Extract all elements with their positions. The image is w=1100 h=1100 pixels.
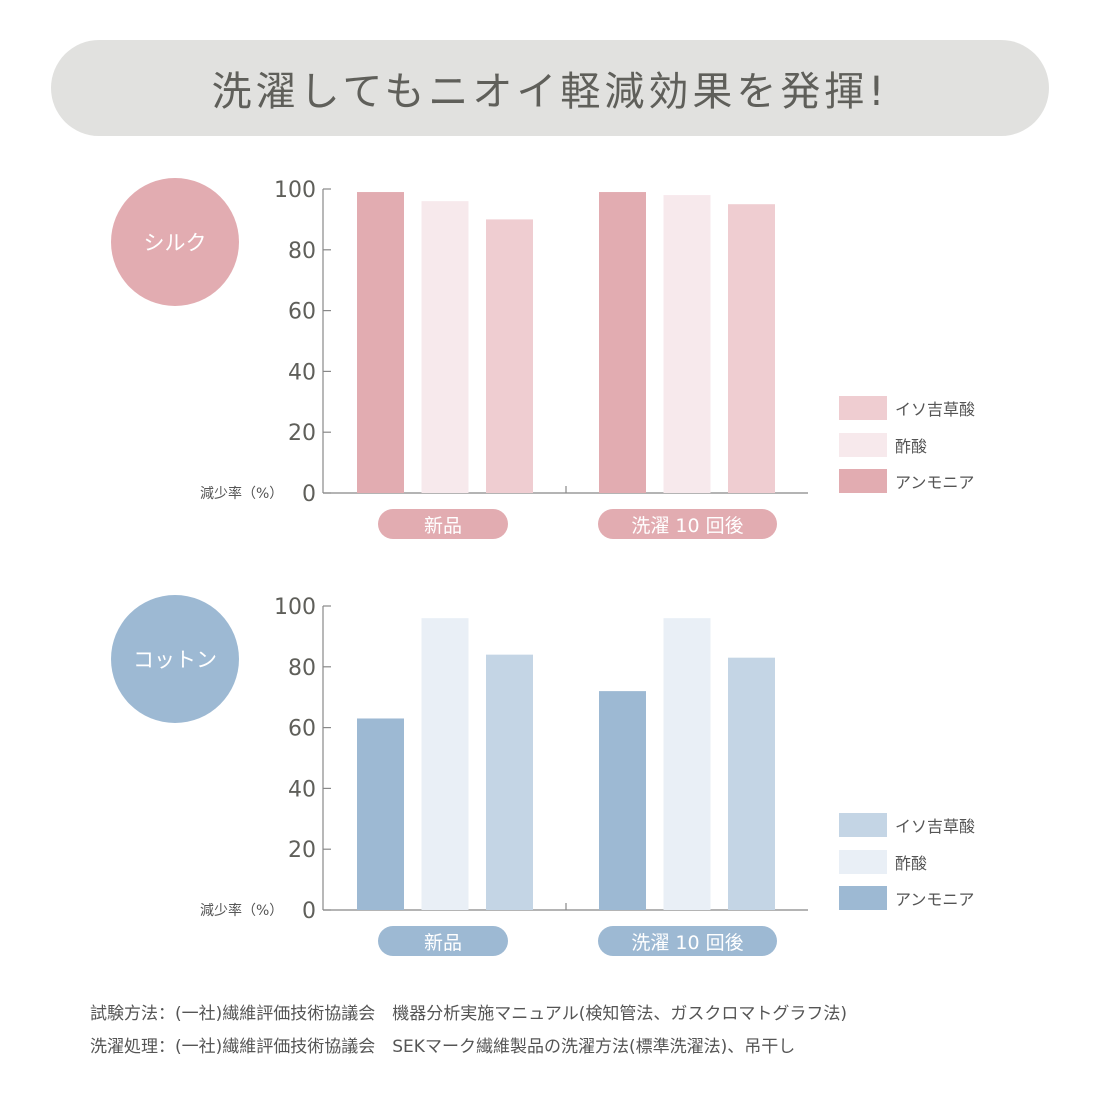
y-tick-label: 60 [288, 717, 316, 742]
bar-酢酸 [421, 618, 469, 910]
legend-swatch [839, 432, 887, 457]
note-wash-method: 洗濯処理：(一社)繊維評価技術協議会 SEKマーク繊維製品の洗濯方法(標準洗濯法… [90, 1037, 796, 1057]
y-tick-label: 20 [288, 838, 316, 863]
legend-swatch [839, 886, 887, 910]
y-tick-label: 0 [302, 899, 316, 924]
bar-酢酸 [663, 618, 711, 910]
y-tick-label: 100 [274, 178, 316, 203]
legend-label: 酢酸 [895, 853, 928, 873]
bar-酢酸 [663, 195, 711, 493]
chart-cotton: コットン 0 20 40 60 80 100 新品 洗濯 10 回後 減少率（%） イソ吉草酸酢酸ア… [0, 587, 1100, 967]
legend-item: イソ吉草酸 [839, 396, 975, 420]
y-tick-label: 0 [302, 482, 316, 507]
fabric-badge: コットン [111, 595, 239, 723]
legend-item: 酢酸 [839, 432, 928, 457]
fabric-badge: シルク [111, 178, 239, 306]
legend-item: アンモニア [839, 469, 974, 493]
plot-area: 0 20 40 60 80 100 [274, 178, 808, 507]
category-label: 洗濯 10 回後 [598, 509, 777, 539]
chart-silk: シルク 0 20 40 60 80 100 新品 洗濯 10 回後 減少率（%） イソ吉草酸酢酸アン… [0, 170, 1100, 550]
legend-swatch [839, 813, 887, 837]
bar-アンモニア [599, 192, 646, 493]
legend-label: イソ吉草酸 [895, 817, 976, 836]
category-label: 新品 [378, 926, 508, 956]
bar-アンモニア [357, 718, 404, 910]
y-tick-label: 20 [288, 421, 316, 446]
legend-label: 酢酸 [895, 436, 928, 456]
bar-イソ吉草酸 [728, 657, 775, 910]
bar-アンモニア [599, 691, 646, 910]
bar-イソ吉草酸 [486, 654, 533, 910]
plot-area: 0 20 40 60 80 100 [274, 595, 808, 924]
y-tick-label: 80 [288, 239, 316, 264]
y-tick-label: 80 [288, 656, 316, 681]
note-test-method: 試験方法：(一社)繊維評価技術協議会 機器分析実施マニュアル(検知管法、ガスクロ… [90, 1004, 848, 1024]
legend-swatch [839, 396, 887, 420]
y-tick-label: 40 [288, 777, 316, 802]
bar-イソ吉草酸 [728, 204, 775, 493]
notes: 試験方法：(一社)繊維評価技術協議会 機器分析実施マニュアル(検知管法、ガスクロ… [90, 998, 847, 1064]
legend-label: イソ吉草酸 [895, 400, 976, 419]
legend-item: アンモニア [839, 886, 974, 910]
bar-イソ吉草酸 [486, 219, 533, 493]
legend-item: イソ吉草酸 [839, 813, 975, 837]
category-label: 洗濯 10 回後 [598, 926, 777, 956]
y-tick-label: 100 [274, 595, 316, 620]
bar-酢酸 [421, 201, 469, 493]
bar-アンモニア [357, 192, 404, 493]
category-label: 新品 [378, 509, 508, 539]
legend-swatch [839, 469, 887, 493]
page-title: 洗濯してもニオイ軽減効果を発揮! [51, 40, 1049, 136]
legend-swatch [839, 849, 887, 874]
y-axis-label: 減少率（%） [200, 903, 284, 919]
legend-label: アンモニア [895, 890, 975, 909]
legend-label: アンモニア [895, 473, 975, 492]
y-tick-label: 60 [288, 300, 316, 325]
y-axis-label: 減少率（%） [200, 486, 284, 502]
y-tick-label: 40 [288, 360, 316, 385]
legend-item: 酢酸 [839, 849, 928, 874]
